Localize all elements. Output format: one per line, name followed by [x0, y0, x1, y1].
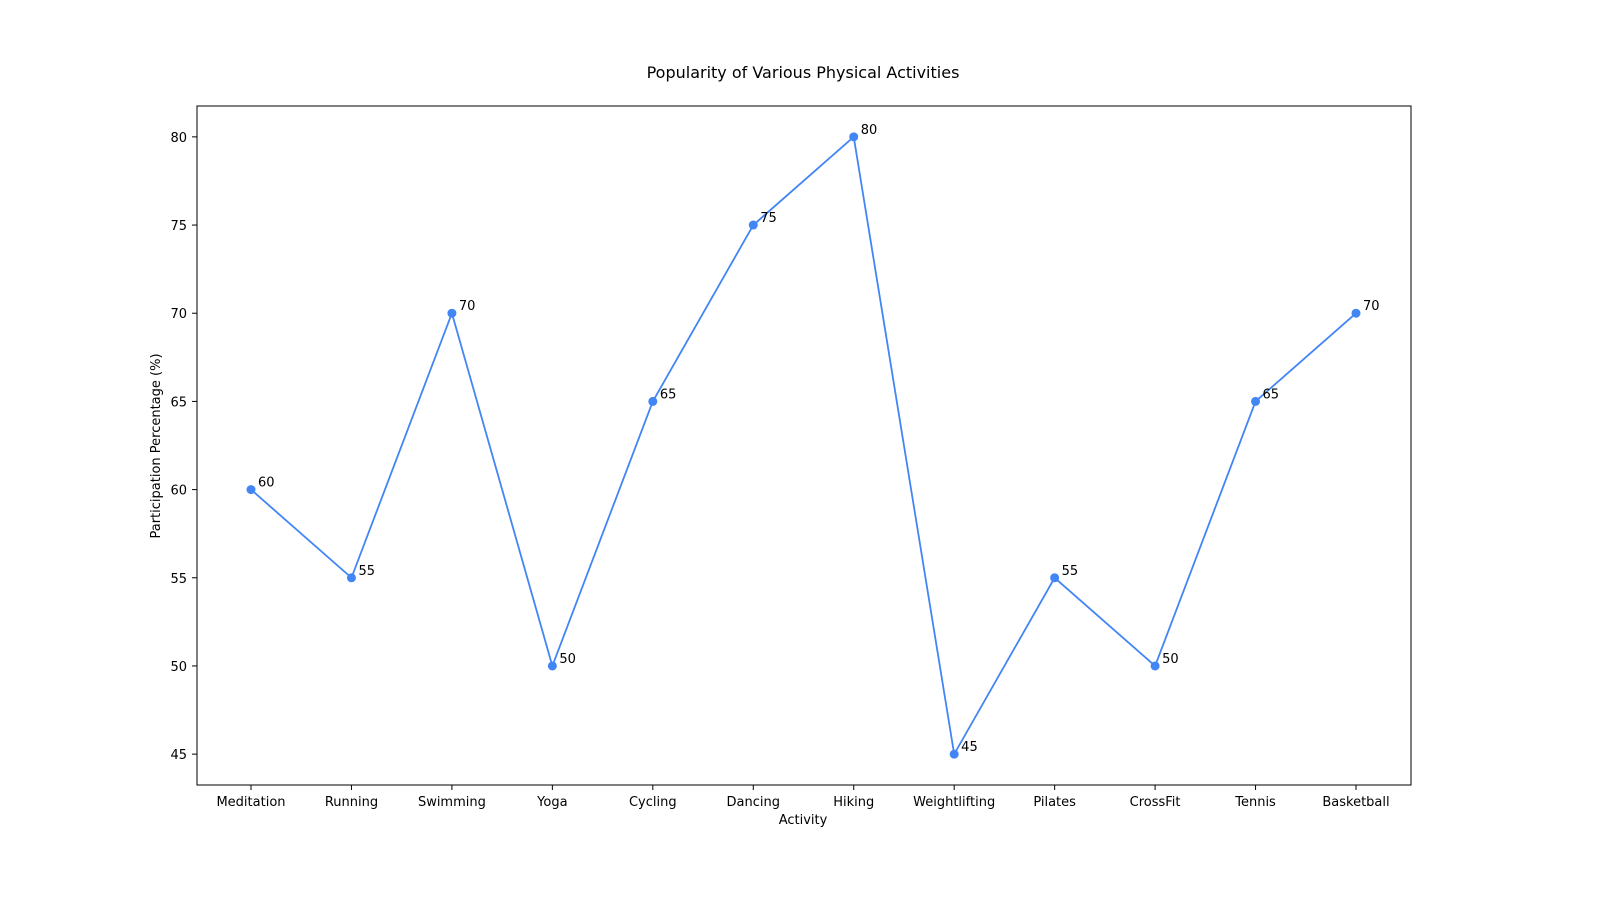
data-label: 70 — [1363, 299, 1380, 314]
data-label: 80 — [861, 123, 878, 138]
y-tick-label: 75 — [170, 219, 187, 234]
x-tick-label: Tennis — [1234, 795, 1276, 810]
y-tick-label: 60 — [170, 484, 187, 499]
data-point — [748, 220, 758, 230]
data-label: 70 — [459, 299, 476, 314]
x-tick-label: Running — [325, 795, 378, 810]
data-point — [1050, 573, 1060, 583]
data-label: 65 — [660, 387, 677, 402]
data-label: 65 — [1263, 387, 1280, 402]
y-tick-label: 80 — [170, 131, 187, 146]
data-point — [849, 132, 859, 142]
y-axis: 45 50 55 60 65 70 75 80 — [170, 131, 197, 763]
x-axis-label: Activity — [779, 813, 828, 828]
data-label: 75 — [760, 211, 777, 226]
x-tick-label: Basketball — [1322, 795, 1389, 810]
data-label: 45 — [961, 740, 978, 755]
x-tick-label: Meditation — [216, 795, 285, 810]
data-point — [1251, 396, 1261, 406]
data-point — [447, 308, 457, 318]
chart-title: Popularity of Various Physical Activitie… — [647, 63, 960, 82]
y-tick-label: 50 — [170, 660, 187, 675]
data-point — [648, 396, 658, 406]
x-tick-label: Dancing — [727, 795, 780, 810]
x-tick-label: CrossFit — [1130, 795, 1181, 810]
x-tick-label: Pilates — [1033, 795, 1076, 810]
y-tick-label: 55 — [170, 572, 187, 587]
data-point — [547, 661, 557, 671]
series-line — [250, 135, 1357, 757]
data-point — [1351, 308, 1361, 318]
data-label: 50 — [559, 652, 576, 667]
y-tick-label: 70 — [170, 307, 187, 322]
x-tick-label: Hiking — [833, 795, 874, 810]
data-point — [346, 573, 356, 583]
x-tick-label: Yoga — [536, 795, 567, 810]
y-tick-label: 65 — [170, 395, 187, 410]
x-axis: Meditation Running Swimming Yoga Cycling Danc… — [216, 785, 1390, 810]
plot-area — [196, 105, 1412, 786]
y-axis-label: Participation Percentage (%) — [149, 353, 164, 538]
data-point — [246, 485, 256, 495]
data-label: 50 — [1162, 652, 1179, 667]
data-label: 60 — [258, 476, 275, 491]
data-label: 55 — [358, 564, 375, 579]
data-label: 55 — [1062, 564, 1079, 579]
x-tick-label: Cycling — [629, 795, 677, 810]
x-tick-label: Weightlifting — [913, 795, 995, 810]
y-tick-label: 45 — [170, 748, 187, 763]
data-point — [1150, 661, 1160, 671]
series-layer: 60 55 70 50 65 75 80 45 55 50 65 70 — [246, 123, 1380, 759]
x-tick-label: Swimming — [418, 795, 486, 810]
data-point — [949, 749, 959, 759]
